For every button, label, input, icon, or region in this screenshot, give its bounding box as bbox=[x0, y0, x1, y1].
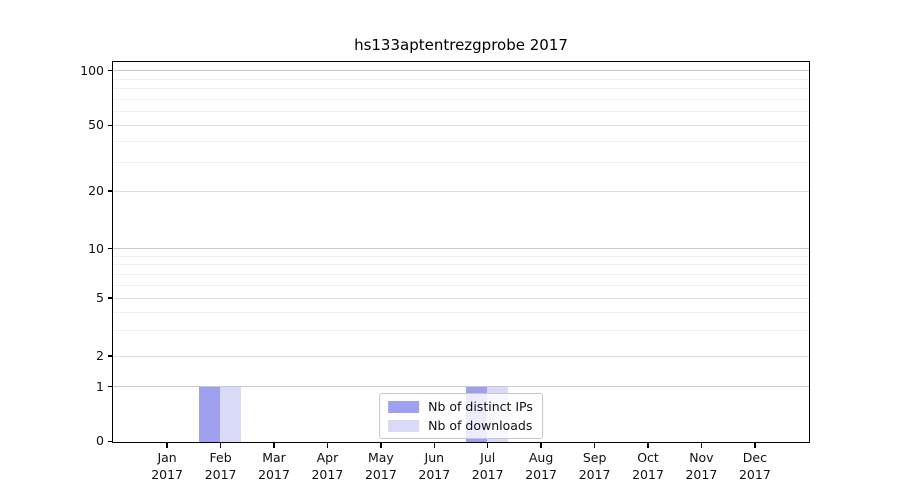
x-tick-year: 2017 bbox=[685, 466, 718, 482]
gridline-minor bbox=[113, 141, 809, 142]
x-tick-label: Apr 2017 bbox=[295, 450, 359, 483]
x-tick bbox=[754, 443, 756, 448]
x-tick bbox=[433, 443, 436, 448]
gridline-minor bbox=[113, 98, 809, 100]
x-tick-month: Feb bbox=[209, 450, 232, 465]
chart-title: hs133aptentrezgprobe 2017 bbox=[354, 36, 568, 54]
x-tick-label: Feb 2017 bbox=[189, 450, 253, 483]
y-tick-label: 10 bbox=[88, 240, 104, 256]
x-tick bbox=[486, 443, 489, 448]
gridline-minor bbox=[113, 78, 809, 80]
x-tick bbox=[326, 443, 329, 448]
legend-swatch-downloads bbox=[388, 419, 420, 432]
bar-downloads bbox=[219, 387, 241, 442]
x-tick bbox=[273, 443, 275, 448]
gridline-major bbox=[113, 247, 809, 250]
legend-swatch-distinct-ips bbox=[388, 400, 420, 413]
gridline-major bbox=[113, 125, 809, 126]
y-tick bbox=[107, 190, 112, 192]
gridline-major bbox=[113, 190, 809, 192]
gridline-minor bbox=[113, 255, 809, 257]
y-tick bbox=[107, 297, 112, 299]
legend-item-distinct-ips: Nb of distinct IPs bbox=[388, 399, 533, 414]
x-tick-year: 2017 bbox=[258, 466, 290, 482]
gridline-minor bbox=[113, 88, 809, 89]
x-tick bbox=[647, 443, 649, 448]
gridline-minor bbox=[113, 311, 809, 313]
y-tick bbox=[107, 355, 112, 357]
x-tick-month: Jun bbox=[424, 450, 445, 465]
x-tick-month: Nov bbox=[689, 450, 714, 465]
x-tick bbox=[219, 443, 222, 448]
x-tick-label: Jul 2017 bbox=[456, 450, 520, 483]
y-tick-label: 20 bbox=[88, 182, 104, 198]
gridline-minor bbox=[113, 110, 809, 112]
x-tick-year: 2017 bbox=[632, 466, 664, 482]
x-tick-label: Mar 2017 bbox=[242, 450, 306, 483]
x-tick-label: Dec 2017 bbox=[723, 450, 787, 483]
x-tick-year: 2017 bbox=[311, 466, 344, 482]
x-tick-month: Oct bbox=[637, 450, 659, 465]
x-tick-year: 2017 bbox=[578, 466, 611, 482]
bar-distinct-ips bbox=[198, 387, 220, 442]
x-tick-month: Dec bbox=[742, 450, 767, 465]
plot-area: Nb of distinct IPs Nb of downloads bbox=[112, 61, 810, 443]
gridline-minor bbox=[113, 284, 809, 286]
legend-item-downloads: Nb of downloads bbox=[388, 418, 533, 433]
y-tick-label: 0 bbox=[96, 433, 104, 449]
x-tick-month: Aug bbox=[528, 450, 554, 465]
x-tick-month: Jan bbox=[157, 450, 177, 465]
x-tick-year: 2017 bbox=[471, 466, 504, 482]
y-tick-label: 2 bbox=[96, 347, 104, 363]
x-tick bbox=[166, 443, 168, 448]
x-tick-label: Jun 2017 bbox=[402, 450, 466, 483]
gridline-major bbox=[113, 385, 809, 388]
x-tick-month: Jul bbox=[480, 450, 496, 465]
x-tick-year: 2017 bbox=[204, 466, 237, 482]
x-tick-year: 2017 bbox=[418, 466, 451, 482]
gridline-major bbox=[113, 355, 809, 357]
y-tick-label: 100 bbox=[80, 62, 104, 78]
x-tick-month: Mar bbox=[262, 450, 286, 465]
y-tick-label: 5 bbox=[96, 290, 104, 306]
y-tick bbox=[107, 124, 112, 127]
x-tick-month: Apr bbox=[316, 450, 339, 465]
y-tick bbox=[107, 247, 112, 250]
x-tick bbox=[540, 443, 542, 448]
x-tick-year: 2017 bbox=[525, 466, 557, 482]
gridline-major bbox=[113, 297, 809, 299]
legend: Nb of distinct IPs Nb of downloads bbox=[379, 393, 543, 439]
legend-label-downloads: Nb of downloads bbox=[428, 418, 533, 433]
x-tick-label: Oct 2017 bbox=[616, 450, 680, 483]
gridline-minor bbox=[113, 330, 809, 331]
x-tick-year: 2017 bbox=[151, 466, 183, 482]
gridline-major bbox=[113, 70, 809, 72]
x-tick-month: May bbox=[367, 450, 394, 465]
x-tick bbox=[380, 443, 382, 448]
gridline-minor bbox=[113, 273, 809, 275]
y-tick bbox=[107, 385, 112, 388]
legend-label-distinct-ips: Nb of distinct IPs bbox=[428, 399, 533, 414]
y-tick bbox=[107, 69, 112, 72]
x-tick-year: 2017 bbox=[364, 466, 397, 482]
y-tick-label: 1 bbox=[96, 378, 104, 394]
x-tick bbox=[593, 443, 596, 448]
gridline-minor bbox=[113, 161, 809, 163]
x-tick-label: Jan 2017 bbox=[135, 450, 199, 483]
x-tick-month: Sep bbox=[582, 450, 607, 465]
x-tick-year: 2017 bbox=[738, 466, 771, 482]
gridline-minor bbox=[113, 264, 809, 266]
y-tick bbox=[107, 440, 112, 443]
x-tick-label: Nov 2017 bbox=[669, 450, 733, 483]
x-tick-label: May 2017 bbox=[349, 450, 413, 483]
x-tick bbox=[700, 443, 703, 448]
y-tick-label: 50 bbox=[88, 117, 104, 133]
x-tick-label: Aug 2017 bbox=[509, 450, 573, 483]
x-tick-label: Sep 2017 bbox=[563, 450, 627, 483]
